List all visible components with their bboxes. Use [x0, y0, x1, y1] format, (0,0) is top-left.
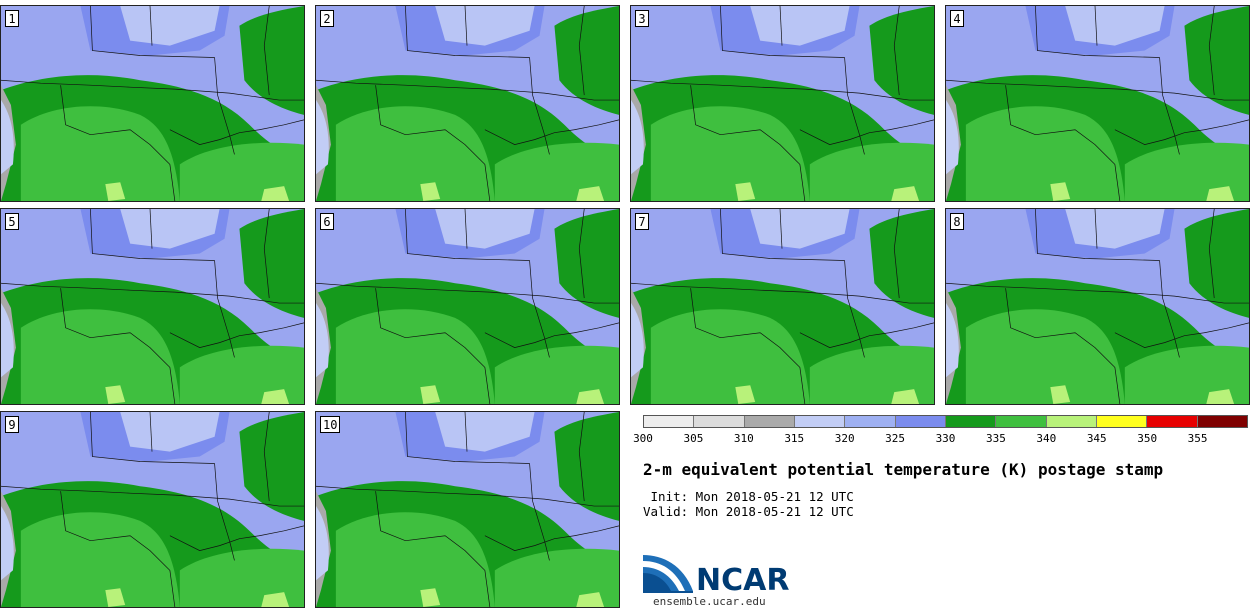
postage-stamp-panel-6: 6 [315, 208, 620, 405]
colorbar-tick-label: 355 [1187, 432, 1208, 445]
map-image [316, 209, 619, 404]
map-image [316, 6, 619, 201]
site-url: ensemble.ucar.edu [653, 595, 766, 608]
ncar-logo-text: NCAR [696, 563, 790, 598]
colorbar-tick-label: 345 [1086, 432, 1107, 445]
colorbar-segment [945, 416, 997, 427]
panel-number: 2 [320, 10, 334, 27]
colorbar-segment [1147, 416, 1198, 427]
colorbar-segment [644, 416, 695, 427]
colorbar-segment [1197, 416, 1247, 427]
colorbar-segment [744, 416, 795, 427]
panel-number: 6 [320, 213, 334, 230]
postage-stamp-panel-5: 5 [0, 208, 305, 405]
colorbar-tick-label: 315 [784, 432, 805, 445]
colorbar-segment [1096, 416, 1148, 427]
panel-number: 8 [950, 213, 964, 230]
colorbar-tick-label: 310 [733, 432, 754, 445]
colorbar-segment [895, 416, 946, 427]
colorbar-segment [1046, 416, 1097, 427]
colorbar-tick-label: 350 [1137, 432, 1158, 445]
plot-title: 2-m equivalent potential temperature (K)… [643, 460, 1164, 479]
panel-number: 5 [5, 213, 19, 230]
map-image [946, 209, 1249, 404]
postage-stamp-panel-4: 4 [945, 5, 1250, 202]
postage-stamp-panel-2: 2 [315, 5, 620, 202]
postage-stamp-panel-8: 8 [945, 208, 1250, 405]
colorbar-tick-label: 305 [683, 432, 704, 445]
panel-number: 1 [5, 10, 19, 27]
valid-time: Valid: Mon 2018-05-21 12 UTC [643, 504, 854, 519]
map-image [946, 6, 1249, 201]
colorbar [643, 415, 1248, 428]
colorbar-tick-label: 300 [633, 432, 653, 445]
colorbar-tick-label: 330 [935, 432, 956, 445]
panel-number: 3 [635, 10, 649, 27]
colorbar-tick-label: 320 [834, 432, 855, 445]
init-time: Init: Mon 2018-05-21 12 UTC [643, 489, 854, 504]
colorbar-tick-label: 340 [1036, 432, 1057, 445]
map-image [316, 412, 619, 607]
postage-stamp-panel-9: 9 [0, 411, 305, 608]
map-image [1, 209, 304, 404]
colorbar-tick-label: 325 [885, 432, 906, 445]
map-image [631, 6, 934, 201]
panel-number: 7 [635, 213, 649, 230]
panel-number: 10 [320, 416, 341, 433]
colorbar-tick-label: 335 [985, 432, 1006, 445]
panel-number: 9 [5, 416, 19, 433]
postage-stamp-panel-1: 1 [0, 5, 305, 202]
map-image [1, 412, 304, 607]
map-image [631, 209, 934, 404]
ncar-logo [643, 555, 693, 593]
postage-stamp-panel-10: 10 [315, 411, 620, 608]
colorbar-segment [845, 416, 896, 427]
map-image [1, 6, 304, 201]
postage-stamp-panel-7: 7 [630, 208, 935, 405]
colorbar-segment [694, 416, 745, 427]
panel-number: 4 [950, 10, 964, 27]
colorbar-segment [996, 416, 1047, 427]
postage-stamp-panel-3: 3 [630, 5, 935, 202]
colorbar-segment [794, 416, 846, 427]
